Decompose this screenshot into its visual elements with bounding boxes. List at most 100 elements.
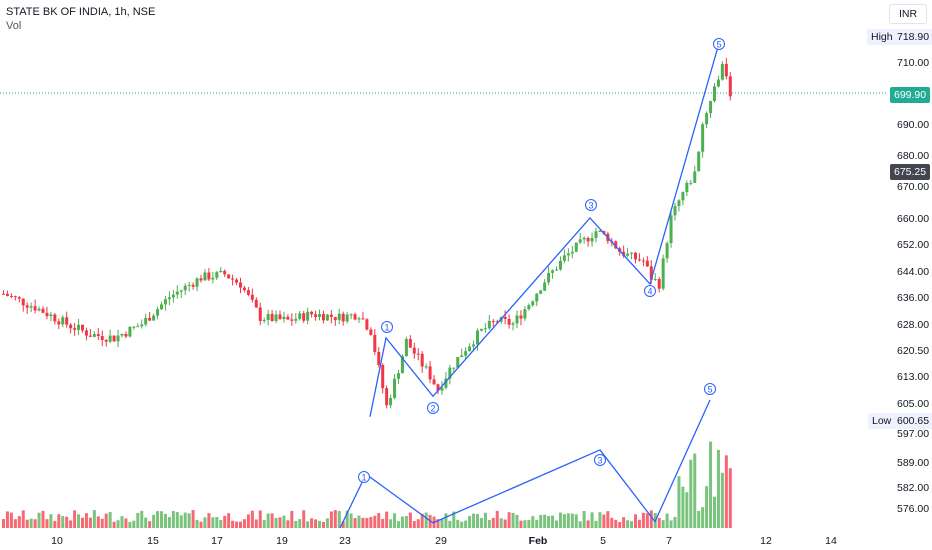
candle-body: [227, 274, 231, 279]
volume-bar: [104, 513, 108, 528]
volume-bar: [124, 518, 128, 528]
volume-bar: [290, 510, 294, 528]
volume-bar: [705, 486, 709, 528]
candle-body: [17, 297, 21, 299]
price-axis: 710.00 690.00 680.00 670.00 660.00 652.00 644.…: [897, 57, 929, 515]
volume-bar: [649, 510, 653, 528]
candle-body: [41, 308, 45, 313]
volume-bar: [685, 492, 689, 528]
volume-bar: [373, 515, 377, 528]
candle-body: [503, 316, 507, 319]
candle-body: [325, 314, 329, 321]
candle-body: [183, 285, 187, 291]
candle-body: [116, 335, 120, 342]
volume-bar: [314, 519, 318, 528]
candle-body: [515, 315, 519, 324]
wave-label: 1: [384, 323, 389, 333]
volume-bar: [353, 518, 357, 528]
candle-body: [5, 293, 9, 296]
candle-body: [179, 290, 183, 292]
currency-label: INR: [898, 8, 918, 20]
volume-bar: [444, 513, 448, 528]
candle-body: [539, 290, 543, 294]
volume-bar: [416, 519, 420, 528]
currency-button[interactable]: INR: [889, 4, 927, 24]
volume-bar: [622, 517, 626, 528]
candle-body: [81, 324, 84, 331]
candle-body: [598, 230, 602, 232]
volume-bar: [242, 519, 246, 528]
candle-body: [88, 335, 92, 337]
candle-body: [594, 231, 598, 238]
volume-bar: [9, 512, 13, 528]
candle-body: [444, 378, 448, 388]
wave-label-circle: [358, 471, 370, 483]
wave-label-circle: [644, 285, 656, 297]
candle-body: [645, 260, 649, 267]
price-tick-label: 597.00: [897, 428, 929, 440]
volume-bar: [266, 513, 270, 528]
volume-bar: [456, 519, 460, 528]
volume-bar: [310, 518, 314, 528]
price-tick-label: 710.00: [897, 57, 929, 69]
volume-bar: [701, 507, 705, 528]
wave-label: 5: [707, 385, 712, 395]
high-label: High: [867, 29, 897, 45]
volume-bar: [381, 518, 385, 528]
volume-bar: [116, 520, 120, 528]
volume-bar: [487, 519, 491, 528]
candle-body: [369, 329, 373, 335]
price-tick-label: 644.00: [897, 266, 929, 278]
volume-bar: [17, 516, 21, 528]
volume-bar: [148, 521, 152, 528]
volume-bar: [128, 521, 132, 528]
candle-body: [570, 251, 574, 254]
price-tick-label: 660.00: [897, 213, 929, 225]
volume-bar: [408, 512, 412, 528]
volume-bar: [448, 520, 452, 528]
time-axis: 10 15 17 19 23 29 Feb 5 7 12 14: [51, 535, 837, 547]
volume-bar: [179, 515, 183, 528]
volume-bar: [460, 521, 464, 528]
volume-bar: [337, 511, 341, 528]
volume-bar: [614, 519, 618, 528]
time-tick-label: 19: [276, 535, 288, 547]
volume-bar: [535, 519, 539, 528]
volume-bar: [566, 513, 570, 528]
candle-body: [282, 316, 286, 320]
volume-bar: [693, 453, 697, 528]
candle-body: [112, 335, 116, 342]
volume-bar: [697, 511, 701, 528]
volume-bar: [357, 515, 361, 528]
volume-bar: [503, 519, 507, 528]
volume-bar: [673, 516, 677, 528]
candle-body: [302, 313, 306, 321]
volume-bar: [77, 514, 81, 528]
volume-bar: [57, 514, 61, 528]
candle-body: [404, 338, 408, 357]
volume-bar: [713, 496, 716, 528]
candle-body: [452, 367, 456, 369]
volume-bar: [306, 521, 310, 528]
time-tick-label: 5: [600, 535, 606, 547]
volume-bar: [53, 520, 57, 528]
candle-body: [290, 319, 294, 321]
candle-body: [385, 388, 389, 406]
volume-bar: [37, 512, 41, 528]
candle-body: [329, 314, 333, 317]
candle-body: [720, 63, 724, 80]
candle-body: [9, 295, 13, 297]
price-tick-label: 670.00: [897, 181, 929, 193]
volume-bar: [152, 514, 156, 528]
volume-bar: [25, 519, 29, 528]
price-tick-label: 589.00: [897, 457, 929, 469]
candle-body: [345, 314, 349, 322]
low-value: 600.65: [893, 413, 932, 429]
volume-bar: [361, 517, 365, 528]
volume-bar: [531, 516, 535, 528]
candle-body: [223, 270, 227, 275]
volume-bar: [61, 516, 65, 528]
elliott-waves: 1 2 3 4 5 1 3 5: [339, 38, 725, 529]
volume-bar: [393, 513, 397, 528]
